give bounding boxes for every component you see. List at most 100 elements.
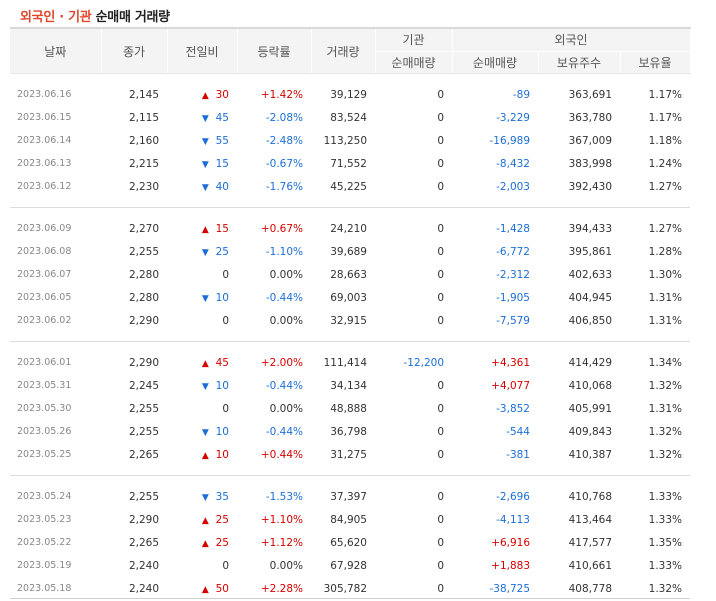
cell-foreign-ratio: 1.31%: [648, 402, 682, 415]
cell-close: 2,245: [128, 379, 159, 392]
cell-inst-net: 0: [437, 245, 444, 258]
header-foreign: 외국인: [451, 27, 691, 52]
triangle-up-icon: ▲: [201, 584, 209, 595]
triangle-down-icon: ▼: [201, 293, 209, 304]
cell-close: 2,290: [128, 314, 159, 327]
cell-foreign-net: -1,428: [496, 222, 530, 235]
header-close: 종가: [101, 27, 168, 74]
cell-date: 2023.05.24: [17, 491, 72, 502]
cell-foreign-hold: 392,430: [568, 180, 612, 193]
cell-date: 2023.05.26: [17, 426, 72, 437]
cell-foreign-net: -8,432: [496, 157, 530, 170]
triangle-down-icon: ▼: [201, 492, 209, 503]
cell-inst-net: 0: [437, 291, 444, 304]
cell-foreign-hold: 363,691: [568, 88, 612, 101]
table-row: 2023.05.23 2,290 ▲ 25 +1.10% 84,905 0 -4,113 41…: [10, 508, 690, 531]
change-value: 45: [215, 111, 229, 124]
cell-foreign-hold: 404,945: [568, 291, 612, 304]
cell-close: 2,255: [128, 402, 159, 415]
cell-close: 2,160: [128, 134, 159, 147]
cell-foreign-ratio: 1.32%: [648, 582, 682, 595]
header-foreign-ratio: 보유율: [619, 51, 691, 74]
change-value: 10: [215, 291, 229, 304]
cell-rate: +1.12%: [260, 536, 303, 549]
cell-volume: 84,905: [330, 513, 367, 526]
cell-foreign-ratio: 1.32%: [648, 425, 682, 438]
cell-foreign-ratio: 1.31%: [648, 314, 682, 327]
cell-foreign-hold: 417,577: [568, 536, 612, 549]
cell-foreign-hold: 363,780: [568, 111, 612, 124]
cell-change: ▲ 45: [167, 351, 237, 374]
cell-change: 0: [167, 397, 237, 420]
triangle-down-icon: ▼: [201, 113, 209, 124]
change-value: 25: [215, 245, 229, 258]
group-spacer: [10, 342, 690, 352]
cell-date: 2023.05.31: [17, 380, 72, 391]
table-row: 2023.06.13 2,215 ▼ 15 -0.67% 71,552 0 -8,432 38…: [10, 152, 690, 175]
header-date: 날짜: [10, 27, 102, 74]
change-value: 30: [215, 88, 229, 101]
cell-inst-net: 0: [437, 448, 444, 461]
cell-rate: +1.42%: [260, 88, 303, 101]
cell-change: ▼ 15: [167, 152, 237, 175]
cell-foreign-hold: 405,991: [568, 402, 612, 415]
cell-volume: 83,524: [330, 111, 367, 124]
cell-foreign-hold: 395,861: [568, 245, 612, 258]
cell-foreign-ratio: 1.33%: [648, 559, 682, 572]
cell-volume: 32,915: [330, 314, 367, 327]
cell-rate: -0.44%: [265, 379, 303, 392]
cell-close: 2,145: [128, 88, 159, 101]
triangle-down-icon: ▼: [201, 136, 209, 147]
cell-rate: -1.53%: [265, 490, 303, 503]
cell-foreign-net: -2,003: [496, 180, 530, 193]
cell-date: 2023.05.23: [17, 514, 72, 525]
cell-volume: 34,134: [330, 379, 367, 392]
cell-change: ▲ 25: [167, 531, 237, 554]
cell-rate: 0.00%: [269, 314, 303, 327]
triangle-down-icon: ▼: [201, 159, 209, 170]
cell-close: 2,280: [128, 268, 159, 281]
cell-change: ▼ 10: [167, 374, 237, 397]
cell-foreign-ratio: 1.34%: [648, 356, 682, 369]
cell-foreign-net: +4,077: [491, 379, 530, 392]
triangle-up-icon: ▲: [201, 90, 209, 101]
cell-date: 2023.06.07: [17, 269, 72, 280]
cell-close: 2,240: [128, 582, 159, 595]
cell-inst-net: 0: [437, 536, 444, 549]
table-row: 2023.06.09 2,270 ▲ 15 +0.67% 24,210 0 -1,428 39…: [10, 217, 690, 240]
cell-inst-net: 0: [437, 180, 444, 193]
cell-close: 2,215: [128, 157, 159, 170]
cell-volume: 39,129: [330, 88, 367, 101]
header-change: 전일비: [167, 27, 238, 74]
cell-date: 2023.06.09: [17, 223, 72, 234]
cell-close: 2,255: [128, 490, 159, 503]
change-value: 25: [215, 513, 229, 526]
cell-change: ▼ 10: [167, 420, 237, 443]
cell-foreign-net: -6,772: [496, 245, 530, 258]
change-value: 10: [215, 425, 229, 438]
cell-inst-net: -12,200: [403, 356, 444, 369]
cell-foreign-net: -2,696: [496, 490, 530, 503]
triangle-up-icon: ▲: [201, 450, 209, 461]
table-row: 2023.05.19 2,240 0 0.00% 67,928 0 +1,883 410,6…: [10, 554, 690, 577]
cell-foreign-ratio: 1.17%: [648, 88, 682, 101]
cell-inst-net: 0: [437, 379, 444, 392]
cell-foreign-hold: 410,661: [568, 559, 612, 572]
cell-foreign-net: -38,725: [489, 582, 530, 595]
cell-foreign-net: -1,905: [496, 291, 530, 304]
group-divider: [10, 332, 690, 342]
cell-inst-net: 0: [437, 513, 444, 526]
table-row: 2023.06.01 2,290 ▲ 45 +2.00% 111,414 -12,200 +…: [10, 351, 690, 374]
cell-foreign-hold: 394,433: [568, 222, 612, 235]
cell-close: 2,290: [128, 513, 159, 526]
trading-table: 날짜 종가 전일비 등락률 거래량 기관 외국인 순매매량 순매매량 보유주수 …: [10, 27, 691, 600]
cell-date: 2023.06.16: [17, 89, 72, 100]
cell-close: 2,265: [128, 536, 159, 549]
cell-foreign-ratio: 1.33%: [648, 490, 682, 503]
cell-foreign-hold: 383,998: [568, 157, 612, 170]
cell-date: 2023.05.25: [17, 449, 72, 460]
table-row: 2023.06.08 2,255 ▼ 25 -1.10% 39,689 0 -6,772 39…: [10, 240, 690, 263]
cell-foreign-ratio: 1.24%: [648, 157, 682, 170]
cell-date: 2023.06.14: [17, 135, 72, 146]
cell-date: 2023.05.22: [17, 537, 72, 548]
